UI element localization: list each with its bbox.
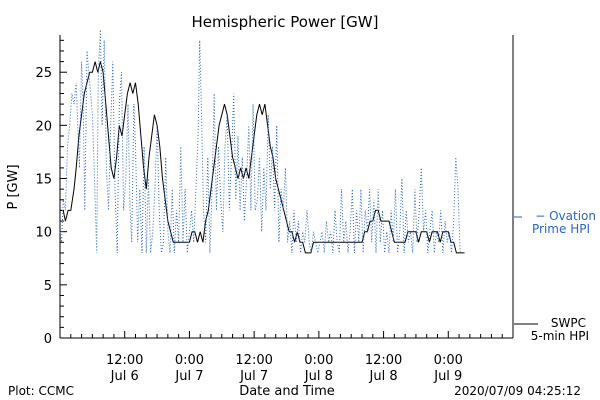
chart-title: Hemispheric Power [GW] [192,13,379,31]
x-tick-time-label: 0:00 [175,353,204,368]
legend-ovation-label-line1: − Ovation [535,209,596,223]
x-tick-date-label: Jul 7 [239,369,268,384]
y-tick-label: 25 [35,66,52,81]
y-axis-label: P [GW] [6,164,21,209]
plot-frame [59,35,514,339]
legend-swpc-label-line1: SWPC [551,316,586,330]
x-tick-time-label: 0:00 [304,353,333,368]
x-tick-time-label: 12:00 [235,353,272,368]
x-tick-date-label: Jul 9 [433,369,462,384]
x-tick-date-label: Jul 6 [110,369,139,384]
y-ticks: 0 5 10 15 20 25 [35,39,67,347]
y-tick-label: 10 [35,226,52,241]
x-tick-date-label: Jul 8 [304,369,333,384]
footer-timestamp: 2020/07/09 04:25:12 [454,384,581,398]
x-tick-time-label: 12:00 [106,353,143,368]
y-tick-label: 0 [44,332,52,347]
series-swpc-line [60,61,465,254]
legend-swpc-label-line2: 5-min HPI [531,329,589,343]
series-layer [59,29,465,254]
series-ovation-line [59,29,462,254]
x-tick-time-label: 0:00 [434,353,463,368]
x-tick-time-label: 12:00 [365,353,402,368]
x-axis-label: Date and Time [239,384,335,399]
y-tick-label: 5 [44,279,52,294]
footer-left-label: Plot: CCMC [8,384,74,398]
x-tick-date-label: Jul 7 [174,369,203,384]
x-tick-date-label: Jul 8 [369,369,398,384]
y-tick-label: 15 [35,173,52,188]
legend-ovation-label-line2: Prime HPI [532,222,590,236]
y-tick-label: 20 [35,119,52,134]
